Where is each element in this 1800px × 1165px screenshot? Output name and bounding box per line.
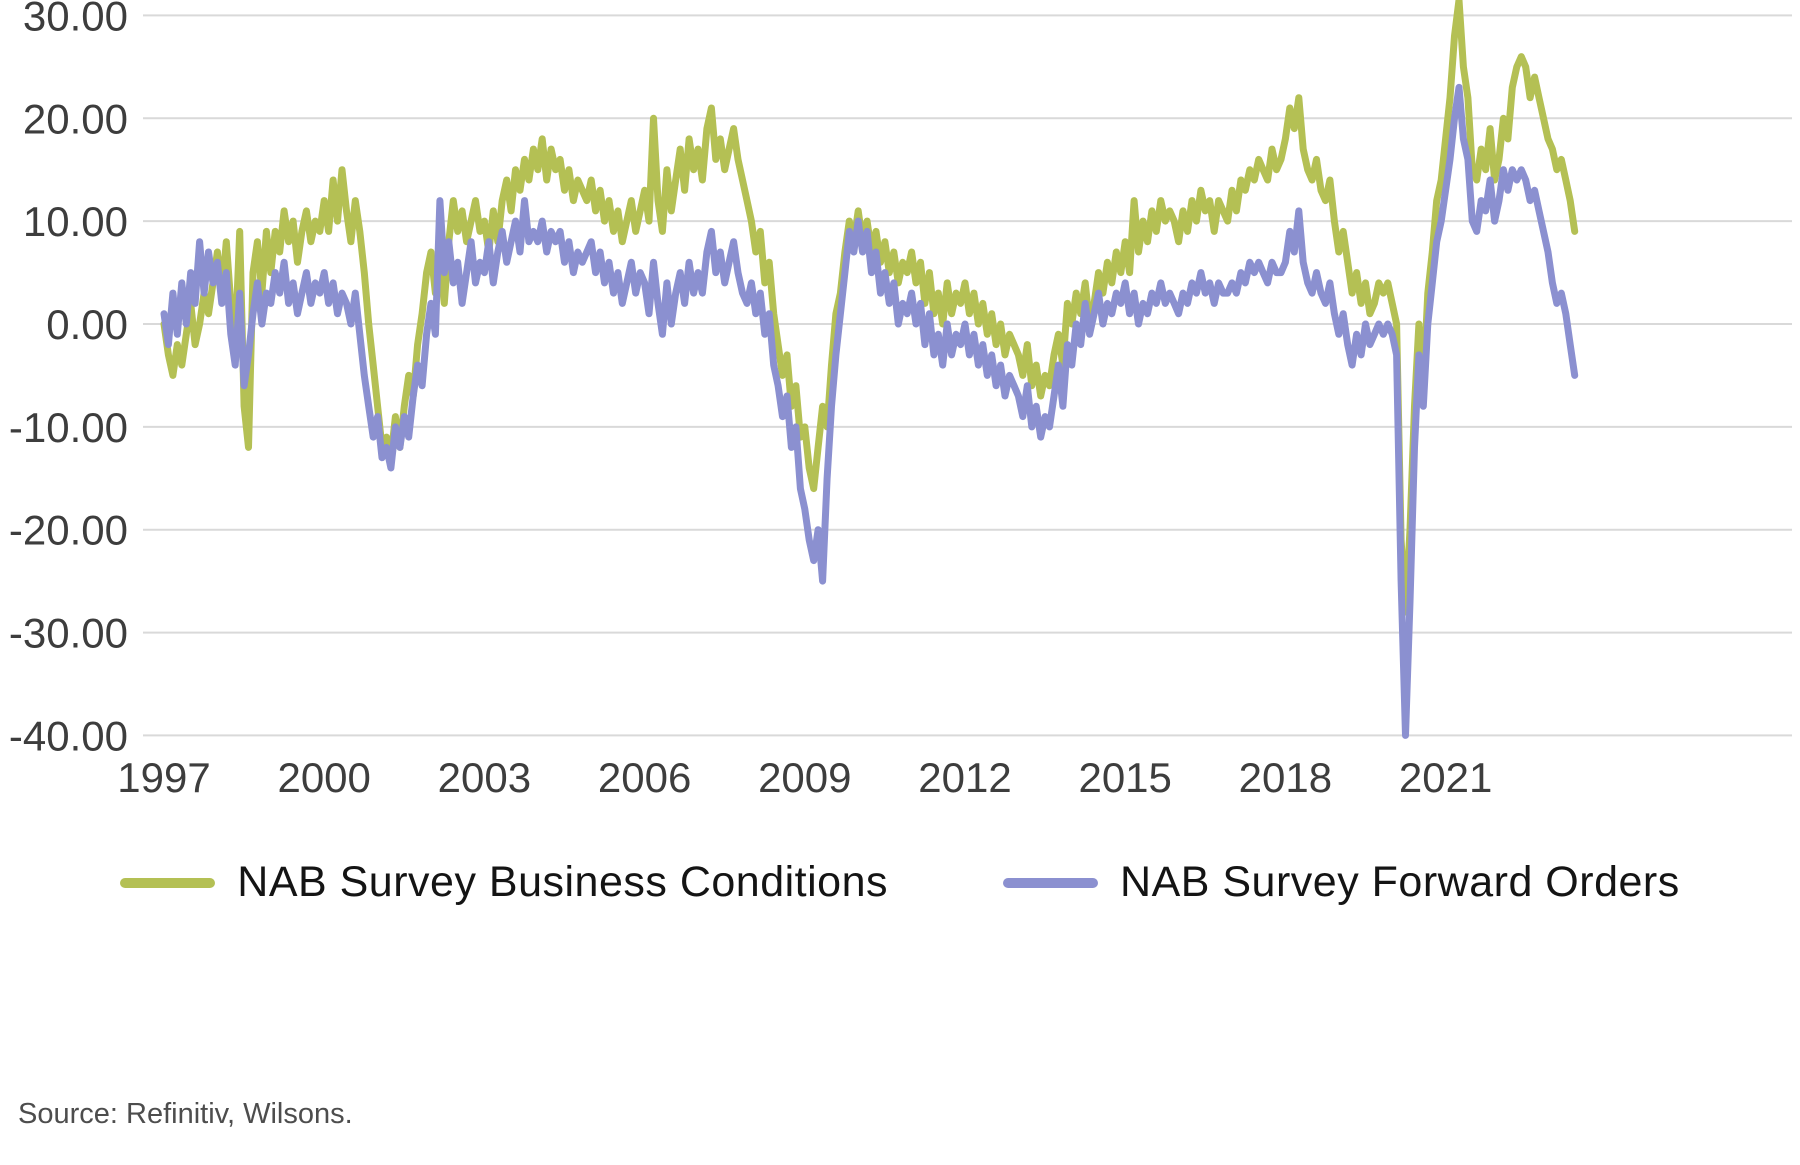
- x-tick-label: 1997: [117, 754, 210, 801]
- y-tick-label: 0.00: [46, 301, 128, 348]
- legend-item-business-conditions: NAB Survey Business Conditions: [120, 858, 888, 907]
- source-note: Source: Refinitiv, Wilsons.: [18, 1098, 353, 1130]
- x-tick-label: 2012: [918, 754, 1011, 801]
- y-tick-label: 10.00: [23, 198, 128, 245]
- x-tick-label: 2006: [598, 754, 691, 801]
- y-axis-labels: 30.00 20.00 10.00 0.00 -10.00 -20.00 -30.00 -40…: [9, 0, 128, 759]
- y-tick-label: 20.00: [23, 95, 128, 142]
- legend-label: NAB Survey Business Conditions: [237, 858, 889, 906]
- legend-label: NAB Survey Forward Orders: [1120, 858, 1680, 906]
- y-tick-label: -10.00: [9, 404, 128, 451]
- forward-orders-swatch-icon: [1003, 877, 1099, 888]
- x-tick-label: 2000: [277, 754, 370, 801]
- y-tick-label: -20.00: [9, 507, 128, 554]
- x-axis-labels: 1997 2000 2003 2006 2009 2012 2015 2018 2021: [117, 754, 1492, 801]
- x-tick-label: 2015: [1078, 754, 1171, 801]
- series-line-nab-survey-business-conditions: [160, 0, 1579, 616]
- y-tick-label: -40.00: [9, 712, 128, 759]
- chart-legend: NAB Survey Business Conditions NAB Surve…: [0, 858, 1800, 907]
- y-tick-label: -30.00: [9, 610, 128, 657]
- legend-item-forward-orders: NAB Survey Forward Orders: [1003, 858, 1680, 907]
- chart-svg: 30.00 20.00 10.00 0.00 -10.00 -20.00 -30.00 -40…: [9, 0, 1792, 801]
- y-tick-label: 30.00: [23, 0, 128, 39]
- series-line-nab-survey-forward-orders: [160, 83, 1579, 739]
- business-conditions-swatch-icon: [120, 877, 216, 888]
- x-tick-label: 2003: [438, 754, 531, 801]
- x-tick-label: 2018: [1239, 754, 1332, 801]
- series-group: [160, 0, 1579, 739]
- x-tick-label: 2021: [1399, 754, 1492, 801]
- line-chart: 30.00 20.00 10.00 0.00 -10.00 -20.00 -30.00 -40…: [9, 0, 1792, 801]
- x-tick-label: 2009: [758, 754, 851, 801]
